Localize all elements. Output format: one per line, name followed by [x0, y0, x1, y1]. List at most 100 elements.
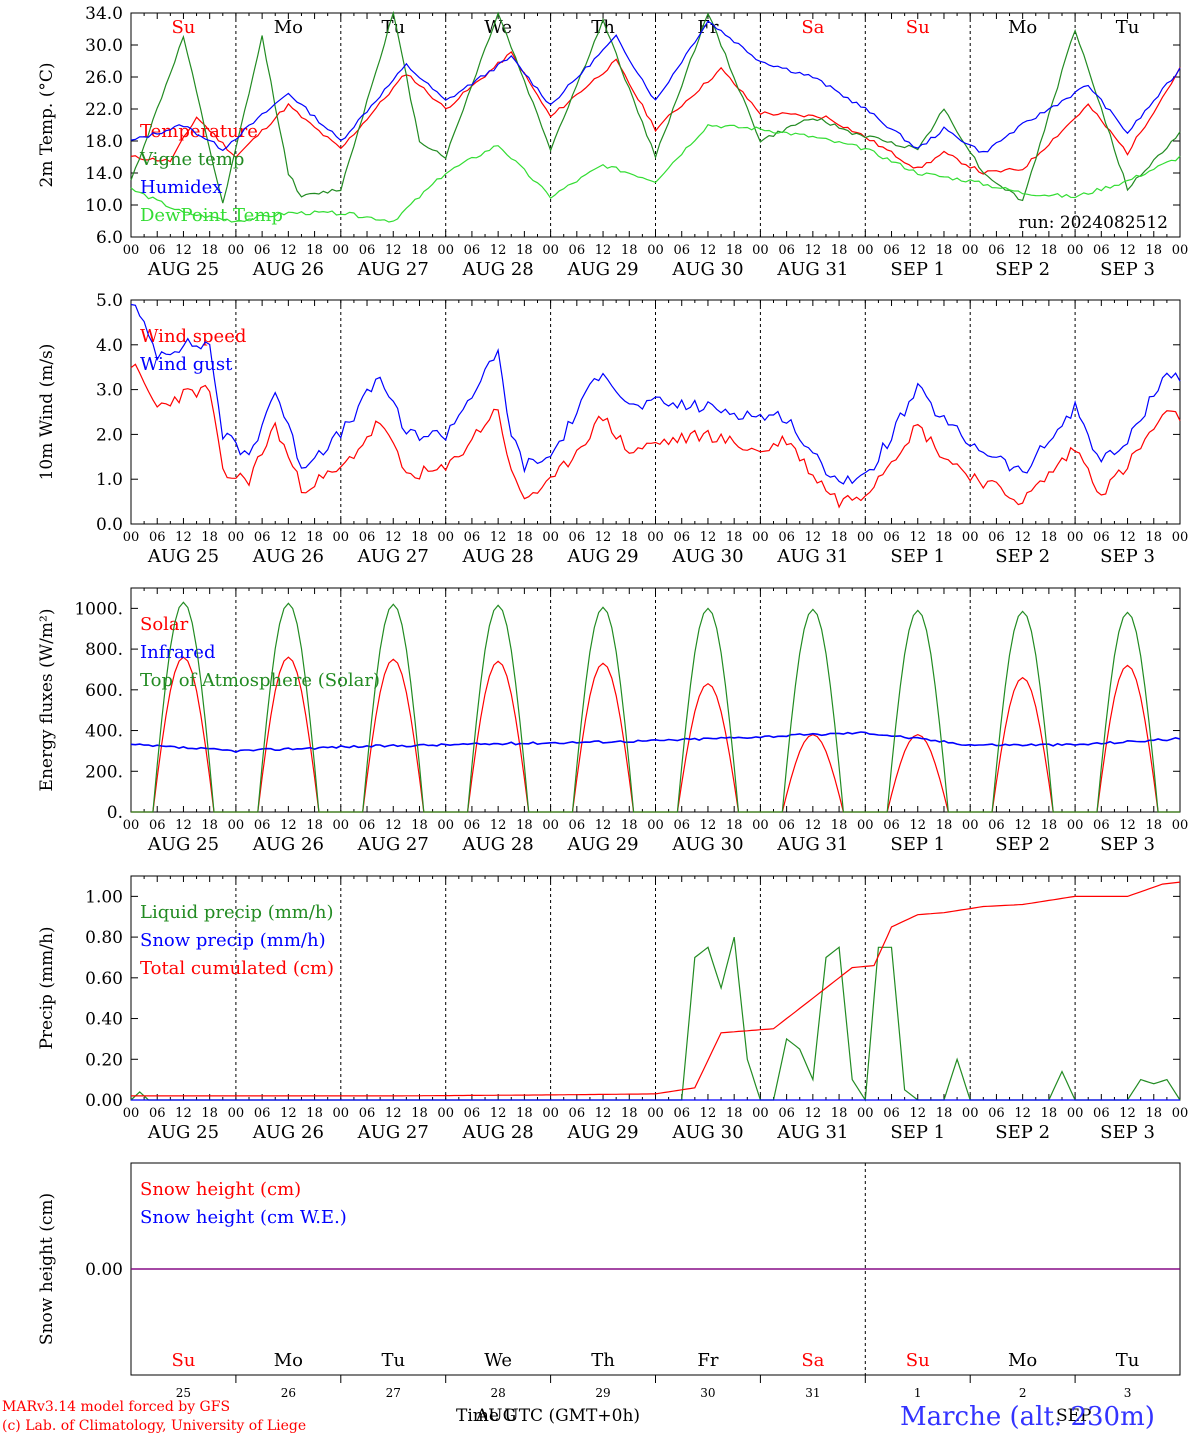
hour-tick-label: 00: [333, 1106, 350, 1121]
date-label: AUG 26: [252, 546, 324, 567]
hour-tick-label: 12: [1014, 243, 1031, 258]
date-label: SEP 1: [890, 546, 945, 567]
series-line-green: [130, 10, 1181, 204]
day-number-label: 29: [595, 1386, 610, 1400]
y-tick-label: 14.0: [85, 164, 123, 184]
date-label: AUG 31: [776, 546, 848, 567]
y-tick-label: 5.0: [96, 291, 123, 311]
hour-tick-label: 18: [1041, 818, 1058, 833]
hour-tick-label: 18: [411, 1106, 428, 1121]
hour-tick-label: 06: [359, 1106, 376, 1121]
date-label: AUG 26: [252, 834, 324, 855]
hour-tick-label: 06: [988, 243, 1005, 258]
date-label: SEP 1: [890, 1122, 945, 1143]
weekday-label: Fr: [697, 1350, 718, 1371]
y-tick-label: 10.0: [85, 196, 123, 216]
hour-tick-label: 18: [201, 1106, 218, 1121]
panel-1: 00 06 12 18 00 06 12 18 00 06 12 18 00 06 12 18 00 06 12 18…: [37, 4, 1188, 280]
y-tick-label: 18.0: [85, 132, 123, 152]
hour-tick-label: 06: [569, 243, 586, 258]
hour-tick-label: 12: [700, 1106, 717, 1121]
run-label: run: 2024082512: [1019, 213, 1168, 233]
y-tick-label: 400.: [85, 722, 123, 742]
weekday-label: Fr: [697, 17, 718, 38]
date-label: AUG 25: [147, 834, 219, 855]
hour-tick-label: 00: [962, 243, 979, 258]
hour-tick-label: 00: [1172, 530, 1189, 545]
legend-entry: Solar: [140, 614, 189, 635]
y-axis-label: Energy fluxes (W/m²): [37, 609, 57, 792]
y-axis-label: Precip (mm/h): [37, 926, 57, 1049]
hour-tick-label: 00: [857, 243, 874, 258]
panel-frame: [130, 587, 1181, 813]
hour-tick-label: 06: [464, 818, 481, 833]
hour-tick-label: 06: [673, 818, 690, 833]
hour-tick-label: 12: [1014, 530, 1031, 545]
date-label: AUG 28: [462, 259, 534, 280]
hour-tick-label: 06: [673, 243, 690, 258]
day-number-label: 1: [914, 1386, 922, 1400]
y-tick-label: 3.0: [96, 381, 123, 401]
hour-tick-label: 00: [437, 243, 454, 258]
weekday-label: Su: [171, 17, 195, 38]
date-label: AUG 29: [566, 546, 638, 567]
weekday-label: We: [484, 1350, 512, 1371]
hour-tick-label: 18: [1146, 1106, 1163, 1121]
legend-entry: Vigne temp: [139, 149, 244, 170]
hour-tick-label: 06: [778, 1106, 795, 1121]
hour-tick-label: 18: [411, 243, 428, 258]
series-line-red: [131, 881, 1181, 1097]
hour-tick-label: 06: [464, 1106, 481, 1121]
hour-tick-label: 18: [726, 818, 743, 833]
hour-tick-label: 06: [464, 530, 481, 545]
hour-tick-label: 18: [726, 530, 743, 545]
hour-tick-label: 00: [123, 243, 140, 258]
hour-tick-label: 06: [883, 243, 900, 258]
y-tick-label: 1.0: [96, 470, 123, 490]
hour-tick-label: 12: [700, 818, 717, 833]
hour-tick-label: 12: [1119, 1106, 1136, 1121]
date-label: SEP 2: [995, 834, 1050, 855]
hour-tick-label: 12: [909, 243, 926, 258]
date-label: SEP 1: [890, 834, 945, 855]
date-label: AUG 30: [671, 546, 743, 567]
hour-tick-label: 06: [778, 243, 795, 258]
hour-tick-label: 06: [569, 818, 586, 833]
y-tick-label: 0.: [107, 803, 123, 823]
hour-tick-label: 18: [936, 243, 953, 258]
y-tick-label: 0.20: [85, 1050, 123, 1070]
hour-tick-label: 12: [1119, 818, 1136, 833]
y-tick-label: 1000.: [74, 599, 123, 619]
weekday-label: Mo: [1008, 1350, 1037, 1371]
hour-tick-label: 18: [1146, 818, 1163, 833]
hour-tick-label: 00: [437, 530, 454, 545]
hour-tick-label: 18: [1041, 530, 1058, 545]
hour-tick-label: 06: [988, 1106, 1005, 1121]
day-number-label: 3: [1124, 1386, 1132, 1400]
hour-tick-label: 06: [254, 243, 271, 258]
hour-tick-label: 18: [411, 818, 428, 833]
hour-tick-label: 18: [201, 243, 218, 258]
series-line-blue: [130, 20, 1181, 153]
hour-tick-label: 12: [280, 1106, 297, 1121]
date-label: SEP 3: [1100, 834, 1155, 855]
hour-tick-label: 18: [1041, 1106, 1058, 1121]
y-tick-label: 600.: [85, 681, 123, 701]
hour-tick-label: 12: [1119, 243, 1136, 258]
day-number-label: 2: [1019, 1386, 1027, 1400]
x-axis-label: Time UTC (GMT+0h): [456, 1406, 641, 1426]
date-label: SEP 3: [1100, 546, 1155, 567]
hour-tick-label: 12: [595, 818, 612, 833]
hour-tick-label: 00: [647, 530, 664, 545]
hour-tick-label: 00: [228, 1106, 245, 1121]
weekday-label: Sa: [801, 1350, 824, 1371]
panel-2: 00 06 12 18 00 06 12 18 00 06 12 18 00 06 12 18 00 06 12 18…: [37, 291, 1188, 567]
day-number-label: 28: [491, 1386, 506, 1400]
hour-tick-label: 06: [883, 818, 900, 833]
hour-tick-label: 06: [673, 1106, 690, 1121]
y-tick-label: 0.40: [85, 1010, 123, 1030]
day-number-label: 27: [386, 1386, 401, 1400]
date-label: AUG 31: [776, 259, 848, 280]
legend-entry: Top of Atmosphere (Solar): [140, 670, 380, 691]
